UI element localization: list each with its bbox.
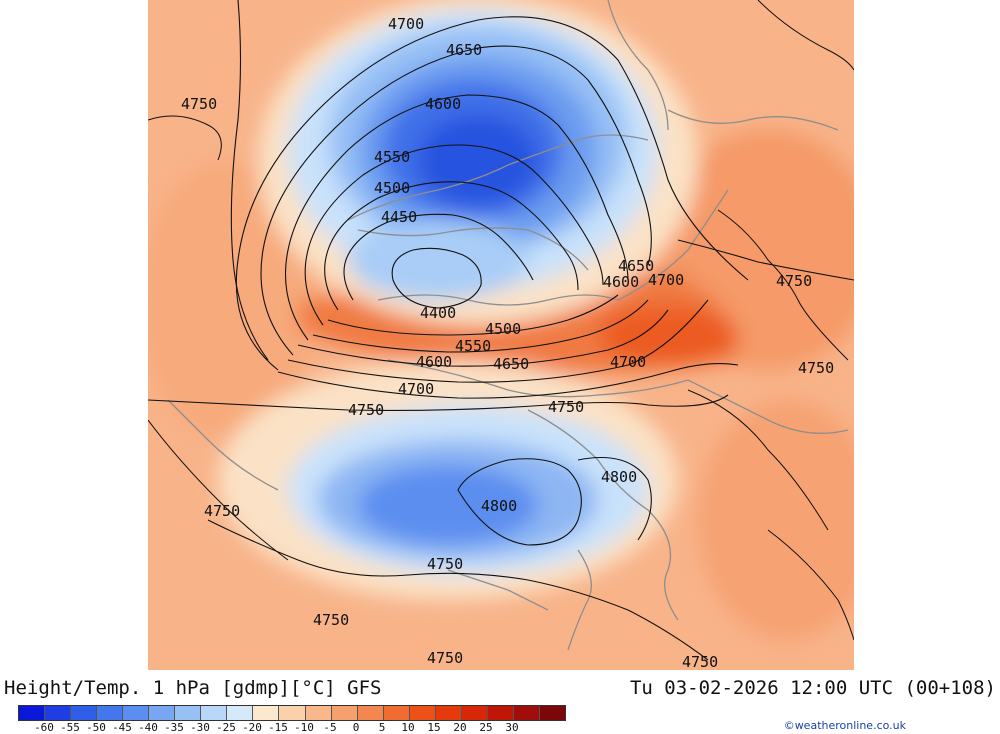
contour-4500	[324, 181, 579, 311]
legend-swatch	[227, 706, 254, 720]
legend-swatch	[45, 706, 72, 720]
legend-tick-label: -60	[34, 721, 54, 734]
contour-4450	[343, 213, 534, 301]
legend-swatch	[409, 706, 436, 720]
contour-label: 4700	[398, 380, 434, 398]
legend-tick-label: -25	[216, 721, 236, 734]
legend-swatch	[175, 706, 202, 720]
map-title: Height/Temp. 1 hPa [gdmp][°C] GFS	[4, 677, 382, 699]
legend-swatch	[19, 706, 46, 720]
contour-label: 4700	[388, 15, 424, 33]
contour-label: 4750	[204, 502, 240, 520]
weather-map: 4700 4650 4600 4550 4500 4450 4400 4500 …	[148, 0, 854, 670]
legend-tick-labels: -60 -55 -50 -45 -40 -35 -30 -25 -20 -15 -10 -5 0 5 10 1…	[18, 721, 564, 734]
legend-swatch	[331, 706, 358, 720]
legend-tick-label: -40	[138, 721, 158, 734]
contour-4500-south	[327, 294, 619, 336]
contour-label: 4500	[485, 320, 521, 338]
contour-label: 4750	[548, 398, 584, 416]
height-contours	[148, 0, 854, 661]
legend-swatch	[149, 706, 176, 720]
contour-4750-south	[207, 519, 709, 661]
legend-tick-label: 0	[352, 721, 360, 734]
height-temperature-map: 4700 4650 4600 4550 4500 4450 4400 4500 …	[148, 0, 854, 670]
contour-4600	[285, 94, 629, 341]
contour-label: 4750	[427, 649, 463, 667]
legend-tick-label: 10	[401, 721, 415, 734]
copyright-link[interactable]: ©weatheronline.co.uk	[783, 719, 906, 732]
contour-label: 4750	[798, 359, 834, 377]
legend-tick-label: 25	[479, 721, 493, 734]
legend-tick-label: -55	[60, 721, 80, 734]
legend-swatch	[487, 706, 514, 720]
contour-4750-east	[677, 239, 854, 281]
legend-swatch	[253, 706, 280, 720]
legend-swatch	[97, 706, 124, 720]
legend-swatch	[71, 706, 98, 720]
legend-swatch	[123, 706, 150, 720]
contour-4750-mid	[148, 394, 729, 411]
contour-label: 4650	[618, 257, 654, 275]
contour-label: 4750	[427, 555, 463, 573]
contour-label: 4450	[381, 208, 417, 226]
legend-swatch	[539, 706, 565, 720]
contour-label: 4500	[374, 179, 410, 197]
contour-label: 4700	[610, 353, 646, 371]
contour-label: 4550	[455, 337, 491, 355]
legend-tick-label: -10	[294, 721, 314, 734]
contour-label: 4700	[648, 271, 684, 289]
legend-swatch	[279, 706, 306, 720]
legend-swatch	[383, 706, 410, 720]
legend-swatch	[305, 706, 332, 720]
contour-4750-north-west	[230, 0, 269, 361]
contour-label: 4650	[446, 41, 482, 59]
contour-4550-south	[312, 299, 649, 353]
contour-4400	[391, 247, 482, 309]
legend-swatch	[201, 706, 228, 720]
contour-label: 4800	[601, 468, 637, 486]
legend-tick-label: 5	[378, 721, 386, 734]
contour-4650-north	[260, 45, 652, 356]
legend-tick-label: -35	[164, 721, 184, 734]
legend-tick-label: 20	[453, 721, 467, 734]
contour-label: 4400	[420, 304, 456, 322]
legend-swatch	[513, 706, 540, 720]
contour-label: 4750	[776, 272, 812, 290]
contour-label: 4600	[416, 353, 452, 371]
contour-4800	[457, 458, 582, 546]
contour-4650-south	[287, 299, 709, 383]
contour-label: 4550	[374, 148, 410, 166]
contour-label: 4600	[425, 95, 461, 113]
temperature-field	[148, 0, 854, 640]
contour-labels: 4700 4650 4600 4550 4500 4450 4400 4500 …	[181, 15, 834, 670]
legend-tick-label: -30	[190, 721, 210, 734]
legend-swatch	[357, 706, 384, 720]
contour-4700-north	[235, 16, 749, 371]
contour-label: 4750	[348, 401, 384, 419]
legend-tick-label: 15	[427, 721, 441, 734]
contour-4600-south	[297, 309, 669, 367]
legend-tick-label: -20	[242, 721, 262, 734]
legend-swatch	[435, 706, 462, 720]
legend-tick-label: -15	[268, 721, 288, 734]
contour-label: 4600	[603, 273, 639, 291]
contour-label: 4750	[682, 653, 718, 670]
contour-label: 4750	[181, 95, 217, 113]
valid-time: Tu 03-02-2026 12:00 UTC (00+108)	[629, 677, 996, 699]
legend-tick-label: -45	[112, 721, 132, 734]
contour-4800-east	[577, 457, 652, 541]
land-borders	[148, 0, 854, 641]
contour-label: 4800	[481, 497, 517, 515]
legend-tick-label: -50	[86, 721, 106, 734]
contour-4700-south	[277, 363, 739, 399]
coastlines	[167, 0, 849, 651]
legend-tick-label: -5	[323, 721, 337, 734]
contour-label: 4650	[493, 355, 529, 373]
contour-label: 4750	[313, 611, 349, 629]
contour-4550	[304, 144, 604, 326]
legend-tick-label: 30	[505, 721, 519, 734]
legend-swatch	[461, 706, 488, 720]
color-legend	[18, 705, 566, 721]
